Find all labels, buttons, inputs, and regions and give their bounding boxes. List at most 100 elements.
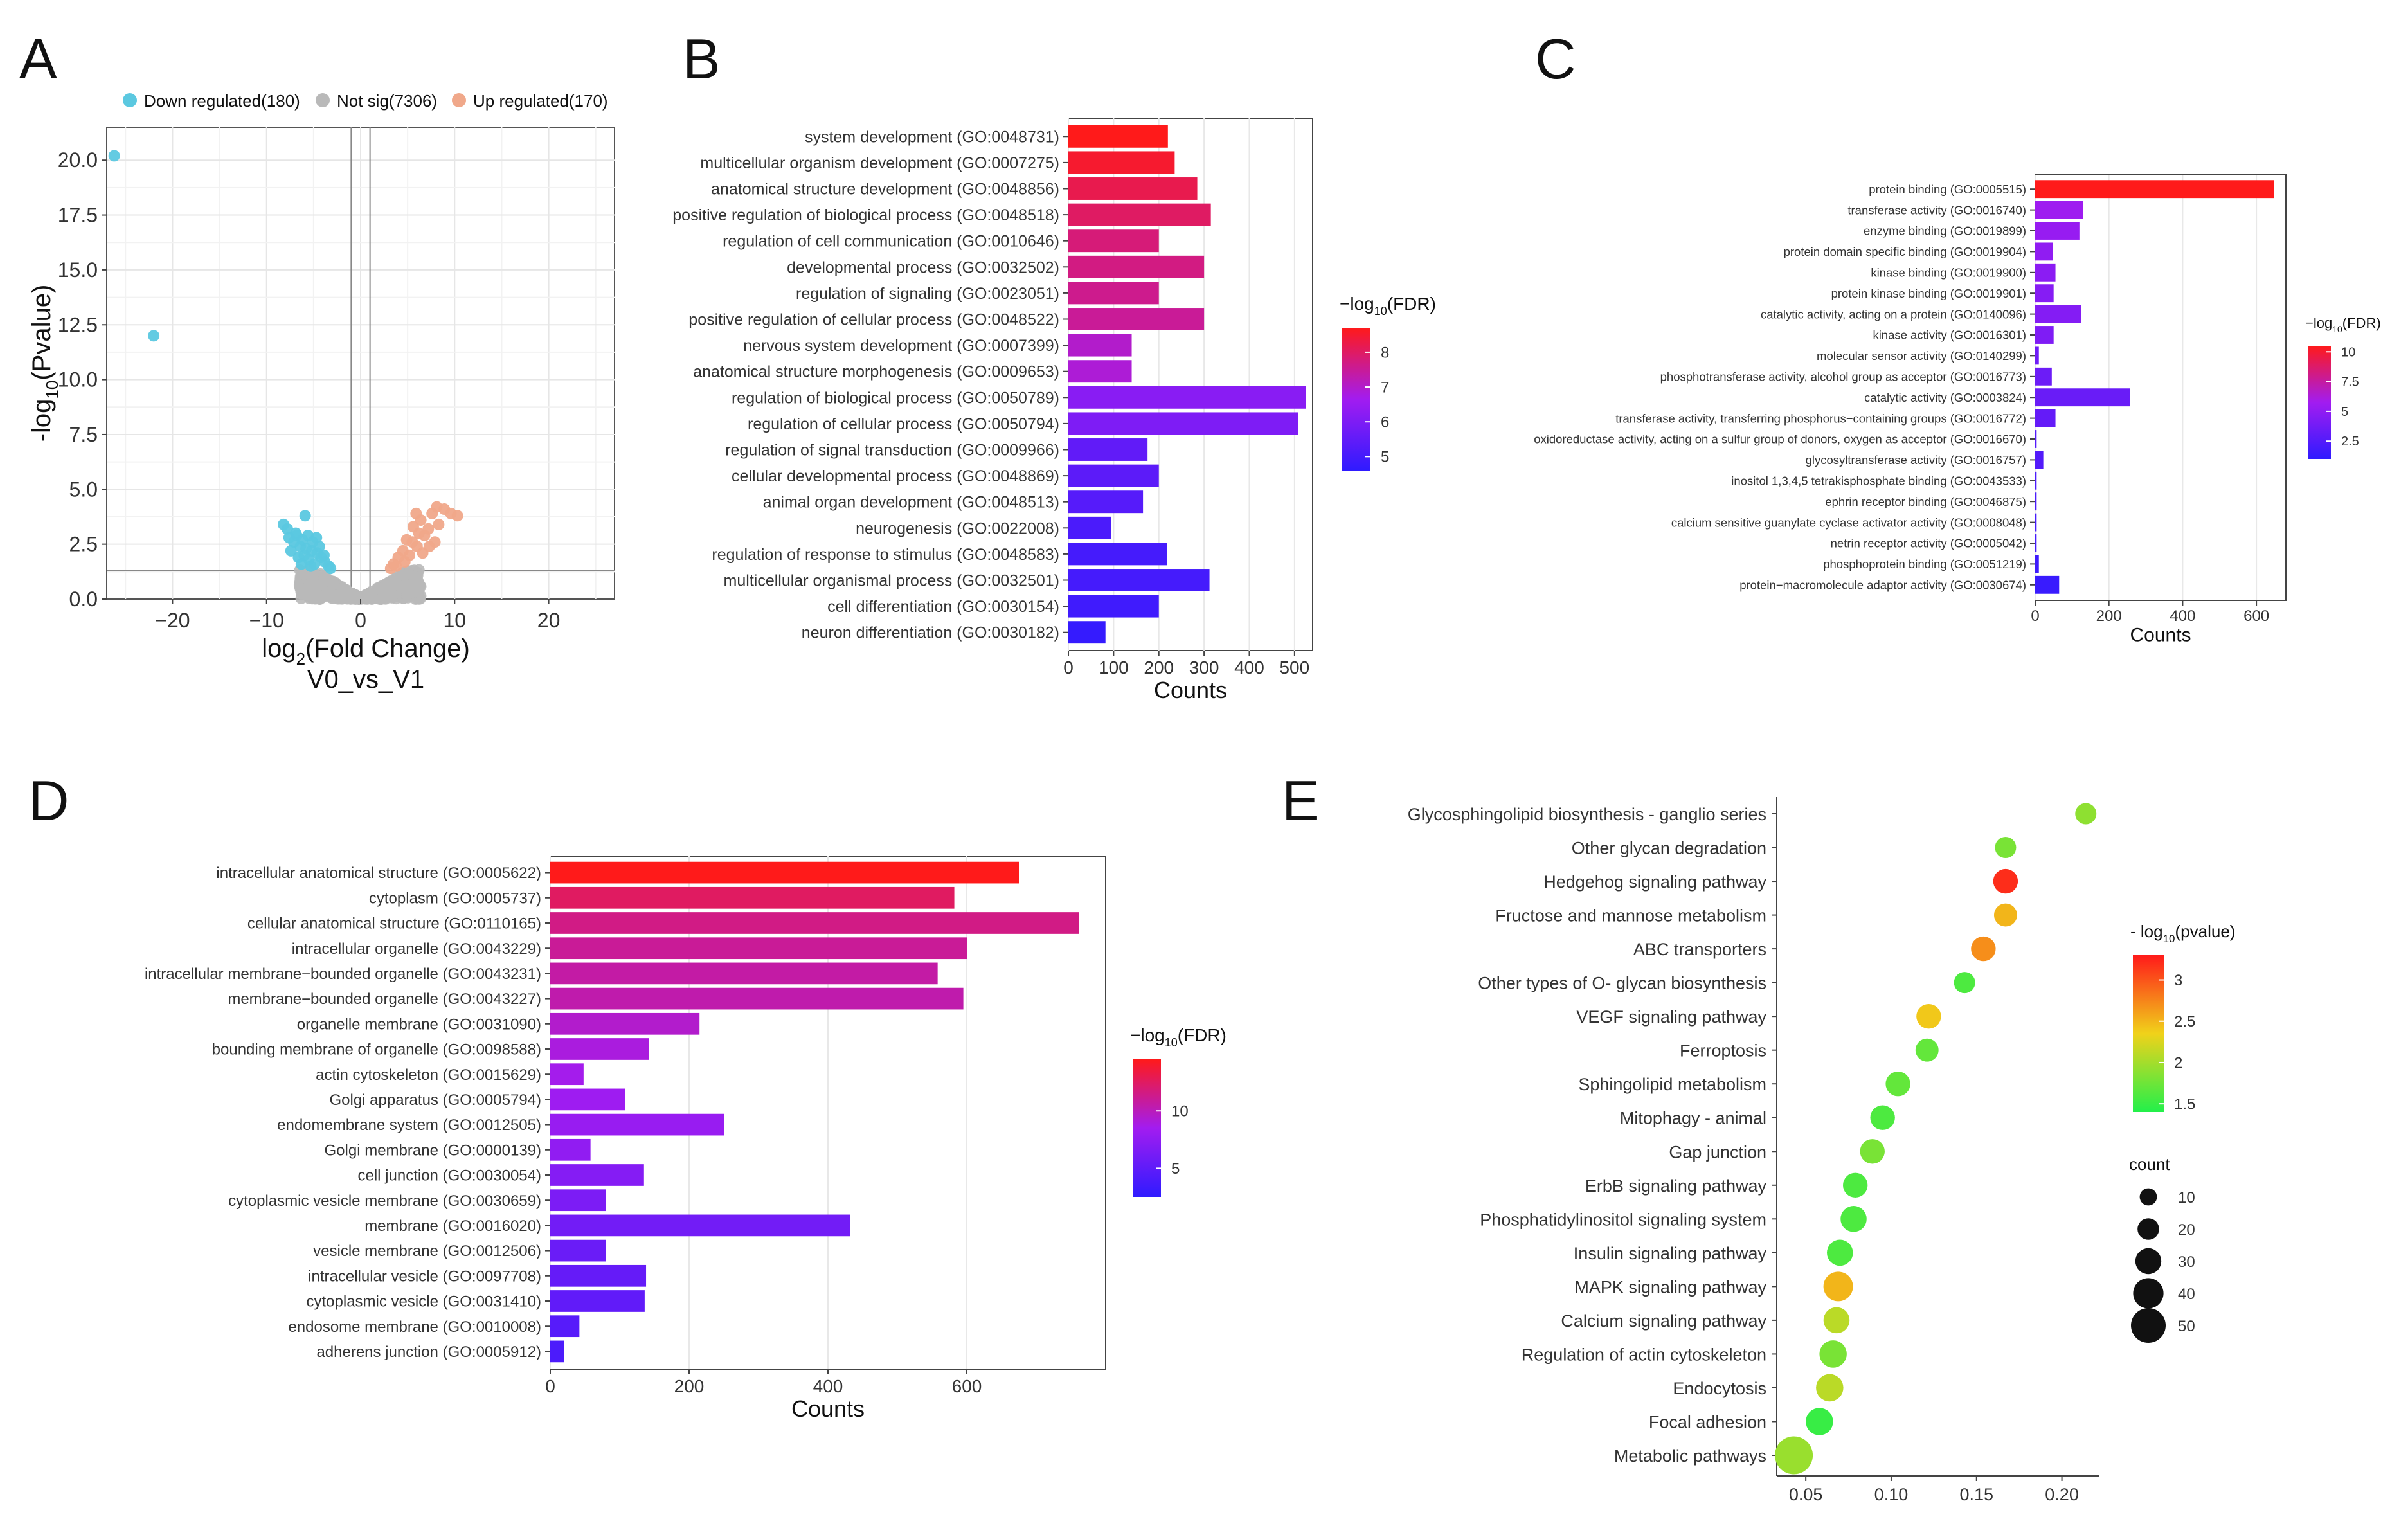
category-label: regulation of biological process (GO:005… [732, 389, 1059, 407]
bubble [1870, 1105, 1895, 1130]
category-label: Calcium signaling pathway [1561, 1311, 1766, 1331]
category-label: positive regulation of biological proces… [672, 206, 1059, 224]
bar [2035, 451, 2044, 469]
colorbar-tick: 6 [1381, 414, 1389, 431]
point-down [148, 330, 160, 342]
bar [2035, 471, 2037, 490]
category-label: system development (GO:0048731) [805, 128, 1059, 146]
x-tick-label: 300 [1189, 658, 1219, 678]
point-up [426, 507, 438, 519]
bubble [1806, 1408, 1833, 1435]
x-tick-label: 100 [1099, 658, 1129, 678]
category-label: oxidoreductase activity, acting on a sul… [1534, 433, 2026, 446]
bar [2035, 367, 2052, 386]
x-axis-sublabel: V0_vs_V1 [307, 665, 424, 694]
point-not-sig [375, 593, 387, 605]
category-label: multicellular organism development (GO:0… [700, 154, 1059, 172]
bubble [1823, 1307, 1850, 1334]
bubble [1860, 1139, 1885, 1164]
category-label: ABC transporters [1633, 940, 1766, 959]
bar [1068, 543, 1167, 566]
bubble [1816, 1374, 1844, 1402]
chart-C: protein binding (GO:0005515) transferase … [1534, 174, 2287, 646]
bar [550, 962, 938, 985]
point-not-sig [338, 584, 350, 596]
bubble [1842, 1172, 1868, 1198]
x-tick-label: 0 [545, 1376, 555, 1396]
bubble [1954, 972, 1975, 994]
bubble [1840, 1206, 1867, 1232]
size-legend-marker [2135, 1248, 2162, 1275]
legend-label: Not sig(7306) [337, 91, 437, 111]
panel-letter-B: B [683, 27, 721, 91]
bar [550, 1012, 700, 1035]
category-label: inositol 1,3,4,5 tetrakisphosphate bindi… [1731, 474, 2026, 487]
x-tick-label: 0.20 [2045, 1485, 2079, 1504]
bar [1068, 490, 1144, 514]
chart-D: intracellular anatomical structure (GO:0… [145, 856, 1106, 1422]
size-legend-label: 50 [2178, 1318, 2195, 1335]
colorbar-gradient [1133, 1059, 1161, 1197]
category-label: Hedgehog signaling pathway [1543, 872, 1766, 892]
bar [550, 1264, 647, 1287]
x-tick-label: 0.10 [1874, 1485, 1909, 1504]
colorbar-tick: 7.5 [2341, 375, 2359, 390]
y-tick-label: 2.5 [69, 533, 98, 556]
bubble [1823, 1271, 1853, 1302]
bar [1068, 516, 1111, 539]
x-tick-label: 0.05 [1789, 1485, 1823, 1504]
point-not-sig [364, 591, 376, 604]
bar [2035, 201, 2083, 219]
category-label: protein domain specific binding (GO:0019… [1784, 245, 2026, 258]
colorbar-title: −log10(FDR) [1130, 1025, 1226, 1049]
bar [2035, 575, 2060, 594]
colorbar-tick: 5 [2341, 405, 2348, 419]
category-label: enzyme binding (GO:0019899) [1864, 224, 2026, 238]
category-label: ErbB signaling pathway [1585, 1176, 1767, 1196]
category-label: intracellular anatomical structure (GO:0… [216, 865, 541, 882]
bar [1068, 621, 1106, 644]
point-not-sig [390, 572, 402, 584]
bar [1068, 151, 1175, 174]
category-label: molecular sensor activity (GO:0140299) [1817, 349, 2026, 363]
panel-letter-D: D [28, 769, 69, 832]
category-label: cellular developmental process (GO:00488… [732, 467, 1059, 485]
bubble [1775, 1436, 1813, 1475]
bar [550, 937, 967, 960]
category-label: glycosyltransferase activity (GO:0016757… [1806, 453, 2026, 467]
x-axis-label: Counts [2130, 625, 2191, 646]
panel-letter-C: C [1535, 27, 1576, 91]
point-not-sig [401, 589, 413, 602]
category-label: Endocytosis [1673, 1379, 1766, 1398]
x-axis-label: Counts [1154, 677, 1227, 703]
chart-A: −20 −10 0 10 20 0.0 2.5 5.0 7.5 10.0 12.5 15.0 17.5 2… [28, 91, 615, 694]
category-label: intracellular vesicle (GO:0097708) [308, 1268, 541, 1285]
bubble [1819, 1340, 1847, 1368]
category-label: regulation of cell communication (GO:001… [723, 233, 1059, 251]
colorbar-C: −log10(FDR) 2.5 5 7.5 10 [2305, 315, 2381, 459]
bar [1068, 334, 1132, 357]
y-tick-label: 15.0 [58, 258, 98, 282]
bubble [1971, 936, 1996, 962]
bar [550, 1138, 591, 1161]
colorbar-tick: 3 [2174, 972, 2182, 989]
category-label: Phosphatidylinositol signaling system [1480, 1210, 1766, 1229]
bar [550, 1239, 606, 1262]
bar [1068, 412, 1298, 435]
bar [2035, 430, 2037, 448]
x-axis-label: Counts [791, 1396, 865, 1422]
bubble [1885, 1072, 1910, 1097]
colorbar-B: −log10(FDR) 5 6 7 8 [1340, 294, 1436, 471]
legend-label: Down regulated(180) [144, 91, 300, 111]
category-label: organelle membrane (GO:0031090) [297, 1016, 541, 1033]
category-label: phosphotransferase activity, alcohol gro… [1660, 370, 2026, 383]
x-tick-label: 200 [1144, 658, 1174, 678]
category-label: cell junction (GO:0030054) [358, 1167, 542, 1185]
category-label: endomembrane system (GO:0012505) [277, 1117, 541, 1134]
point-not-sig [412, 575, 424, 587]
y-tick-label: 12.5 [58, 313, 98, 336]
bar [1068, 229, 1159, 253]
x-tick-label: −10 [249, 609, 284, 632]
legend-marker [452, 93, 466, 107]
bar [2035, 222, 2080, 240]
